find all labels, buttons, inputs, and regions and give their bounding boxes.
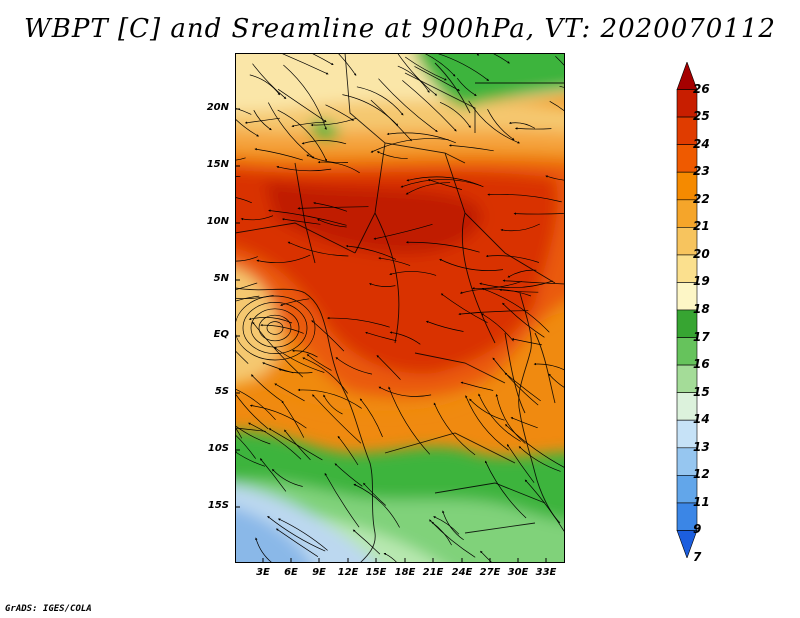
lat-tick-label: 10S <box>207 443 229 454</box>
lon-tick-label: 15E <box>365 567 387 578</box>
colorbar-label: 22 <box>693 191 710 206</box>
colorbar-label: 11 <box>693 494 710 509</box>
colorbar-label: 7 <box>693 550 702 564</box>
lat-tick-label: 5S <box>214 386 229 397</box>
colorbar-label: 24 <box>693 136 710 151</box>
colorbar-label: 17 <box>693 329 710 344</box>
lat-tick-label: 15N <box>206 159 229 170</box>
grads-credit: GrADS: IGES/COLA <box>5 604 92 614</box>
colorbar-segment <box>676 530 698 558</box>
lon-tick-label: 21E <box>422 567 444 578</box>
colorbar-label: 15 <box>693 384 710 399</box>
colorbar-label: 23 <box>693 164 710 179</box>
lon-tick-label: 18E <box>394 567 416 578</box>
lon-tick-label: 9E <box>312 567 326 578</box>
lat-tick-label: 5N <box>213 273 229 284</box>
lon-tick-label: 6E <box>284 567 298 578</box>
colorbar <box>676 62 698 558</box>
lon-tick-label: 30E <box>507 567 529 578</box>
streamlines <box>235 53 565 563</box>
lon-tick-label: 33E <box>535 567 557 578</box>
map-title: WBPT [C] and Sreamline at 900hPa, VT: 20… <box>24 14 776 44</box>
colorbar-label: 14 <box>693 412 710 427</box>
colorbar-label: 13 <box>693 439 710 454</box>
lon-tick-label: 24E <box>451 567 473 578</box>
map-panel <box>235 53 565 563</box>
wbpt-shading <box>235 53 565 563</box>
colorbar-label: 26 <box>693 81 710 96</box>
lon-tick-label: 3E <box>256 567 270 578</box>
country-borders <box>235 53 565 563</box>
lon-tick-label: 12E <box>337 567 359 578</box>
colorbar-label: 19 <box>693 274 710 289</box>
colorbar-label: 9 <box>693 522 702 537</box>
lat-tick-label: EQ <box>213 329 229 340</box>
lat-tick-label: 15S <box>207 500 229 511</box>
lat-tick-label: 20N <box>206 102 229 113</box>
lon-tick-label: 27E <box>479 567 501 578</box>
colorbar-label: 20 <box>693 246 710 261</box>
colorbar-label: 16 <box>693 357 710 372</box>
colorbar-label: 25 <box>693 109 710 124</box>
colorbar-label: 21 <box>693 219 710 234</box>
colorbar-label: 18 <box>693 302 710 316</box>
lat-tick-label: 10N <box>206 216 229 227</box>
colorbar-label: 12 <box>693 467 710 482</box>
